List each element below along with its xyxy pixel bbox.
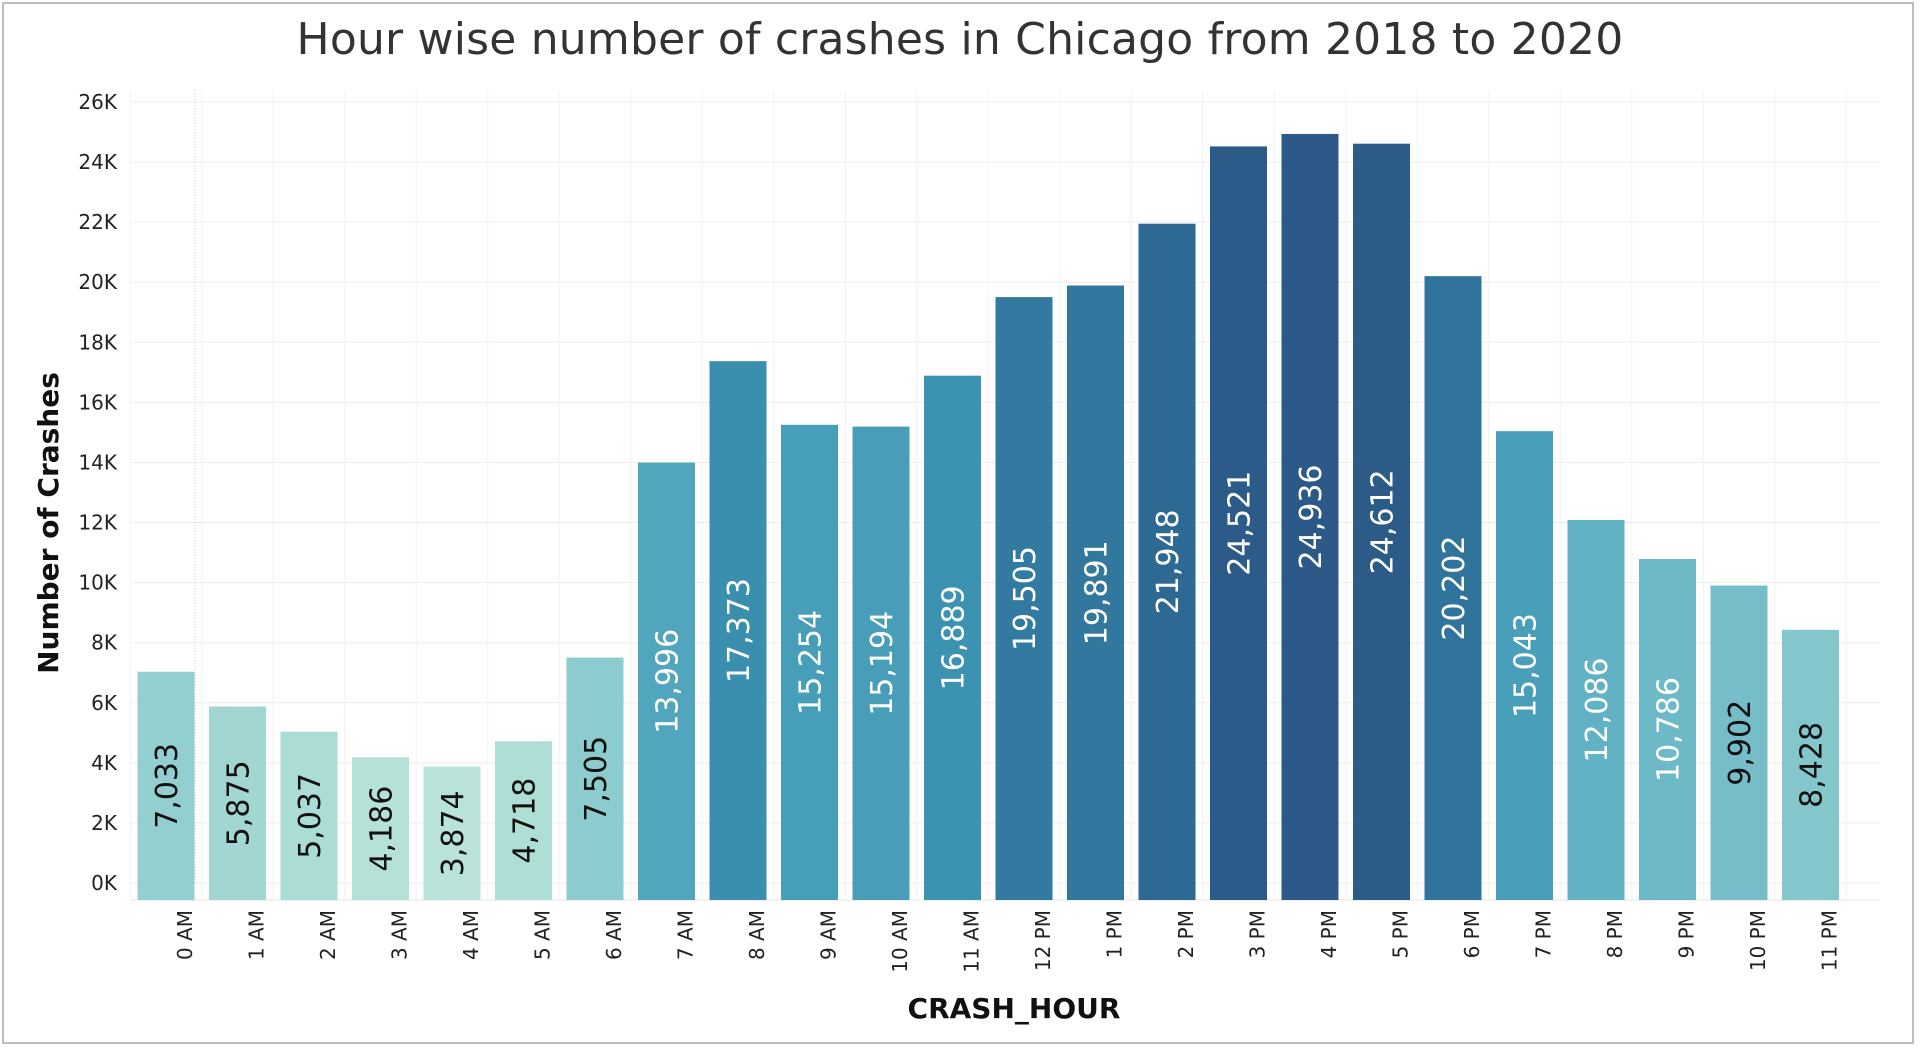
bar <box>1710 585 1768 900</box>
x-tick-label: 11 AM <box>960 910 984 973</box>
bar-value-label: 9,902 <box>1723 700 1758 786</box>
chart-title: Hour wise number of crashes in Chicago f… <box>296 14 1624 65</box>
bar <box>423 766 481 900</box>
bars: 7,033 5,875 5,037 4,186 3,874 4,718 7,505 13,99… <box>137 133 1839 901</box>
y-tick-label: 2K <box>91 811 118 835</box>
y-tick-label: 22K <box>78 210 117 234</box>
bar <box>495 741 552 900</box>
bar-value-label: 4,186 <box>365 786 400 872</box>
bar-value-label: 10,786 <box>1652 677 1687 782</box>
bar-value-label: 24,612 <box>1366 469 1401 574</box>
bar-value-label: 17,373 <box>722 578 757 683</box>
x-tick-label: 9 AM <box>817 910 841 960</box>
x-tick-label: 2 PM <box>1174 910 1198 958</box>
bar-value-label: 15,194 <box>865 611 900 716</box>
y-tick-label: 12K <box>78 511 117 535</box>
x-tick-label: 5 PM <box>1389 910 1413 958</box>
bar <box>1639 559 1696 900</box>
x-axis-title: CRASH_HOUR <box>908 992 1121 1025</box>
bar-value-label: 19,505 <box>1008 546 1043 651</box>
bar-value-label: 24,521 <box>1223 471 1258 576</box>
x-axis: 0 AM 1 AM 2 AM 3 AM 4 AM 5 AM 6 AM 7 AM 8 AM 9 AM… <box>173 910 1842 973</box>
bar-value-label: 15,254 <box>794 610 829 715</box>
bar-value-label: 7,505 <box>579 736 614 822</box>
bar-value-label: 24,936 <box>1294 464 1329 569</box>
bar-value-label: 15,043 <box>1509 613 1544 718</box>
bar <box>924 375 981 900</box>
y-tick-label: 20K <box>78 270 117 294</box>
bar <box>352 757 409 900</box>
bar-value-label: 5,875 <box>222 760 257 846</box>
x-tick-label: 7 PM <box>1532 910 1556 958</box>
bar <box>1210 146 1267 900</box>
bar <box>638 462 695 900</box>
y-tick-label: 14K <box>78 450 117 474</box>
x-tick-label: 4 PM <box>1317 910 1341 958</box>
x-tick-label: 5 AM <box>531 910 555 960</box>
bar <box>852 426 910 900</box>
x-tick-label: 0 AM <box>173 910 197 960</box>
x-tick-label: 2 AM <box>316 910 340 960</box>
bar <box>566 657 624 900</box>
x-tick-label: 9 PM <box>1675 910 1699 958</box>
bar-value-label: 19,891 <box>1080 540 1115 645</box>
x-tick-label: 12 PM <box>1031 910 1055 971</box>
bar-value-label: 13,996 <box>651 629 686 734</box>
bar <box>209 706 266 900</box>
bar <box>280 731 338 900</box>
x-tick-label: 1 AM <box>245 910 269 960</box>
bar <box>1281 133 1339 900</box>
x-tick-label: 3 AM <box>388 910 412 960</box>
x-tick-label: 11 PM <box>1818 910 1842 971</box>
x-tick-label: 1 PM <box>1103 910 1127 958</box>
x-tick-label: 8 AM <box>745 910 769 960</box>
bar-value-label: 16,889 <box>937 585 972 690</box>
bar-value-label: 20,202 <box>1437 536 1472 641</box>
bar <box>1353 143 1410 901</box>
x-tick-label: 10 PM <box>1746 910 1770 971</box>
x-tick-label: 3 PM <box>1246 910 1270 958</box>
bar-value-label: 3,874 <box>436 790 471 876</box>
bar <box>995 297 1053 900</box>
y-tick-label: 8K <box>91 631 118 655</box>
bar <box>709 361 767 900</box>
bar-value-label: 5,037 <box>293 773 328 859</box>
y-tick-label: 10K <box>78 571 117 595</box>
x-tick-label: 10 AM <box>888 910 912 973</box>
bar <box>137 671 195 900</box>
bar <box>1067 285 1124 900</box>
bar-value-label: 8,428 <box>1795 722 1830 808</box>
x-tick-label: 6 AM <box>602 910 626 960</box>
x-tick-label: 4 AM <box>459 910 483 960</box>
bar-value-label: 12,086 <box>1580 657 1615 762</box>
y-tick-label: 26K <box>78 90 117 114</box>
y-axis: 0K 2K 4K 6K 8K 10K 12K 14K 16K 18K 20K 22K 24K 26K <box>78 90 117 895</box>
y-tick-label: 6K <box>91 691 118 715</box>
bar <box>781 424 838 900</box>
y-tick-label: 24K <box>78 150 117 174</box>
bar <box>1567 519 1625 900</box>
bar <box>1496 431 1553 900</box>
bar <box>1424 276 1482 901</box>
y-tick-label: 0K <box>91 871 118 895</box>
bar <box>1782 629 1839 900</box>
y-tick-label: 18K <box>78 330 117 354</box>
bar-value-label: 7,033 <box>150 743 185 829</box>
bar <box>1138 223 1196 901</box>
y-axis-title: Number of Crashes <box>32 372 65 674</box>
y-tick-label: 4K <box>91 751 118 775</box>
y-tick-label: 16K <box>78 390 117 414</box>
x-tick-label: 6 PM <box>1460 910 1484 958</box>
x-tick-label: 7 AM <box>674 910 698 960</box>
bar-value-label: 21,948 <box>1151 509 1186 614</box>
x-tick-label: 8 PM <box>1603 910 1627 958</box>
bar-value-label: 4,718 <box>508 778 543 864</box>
